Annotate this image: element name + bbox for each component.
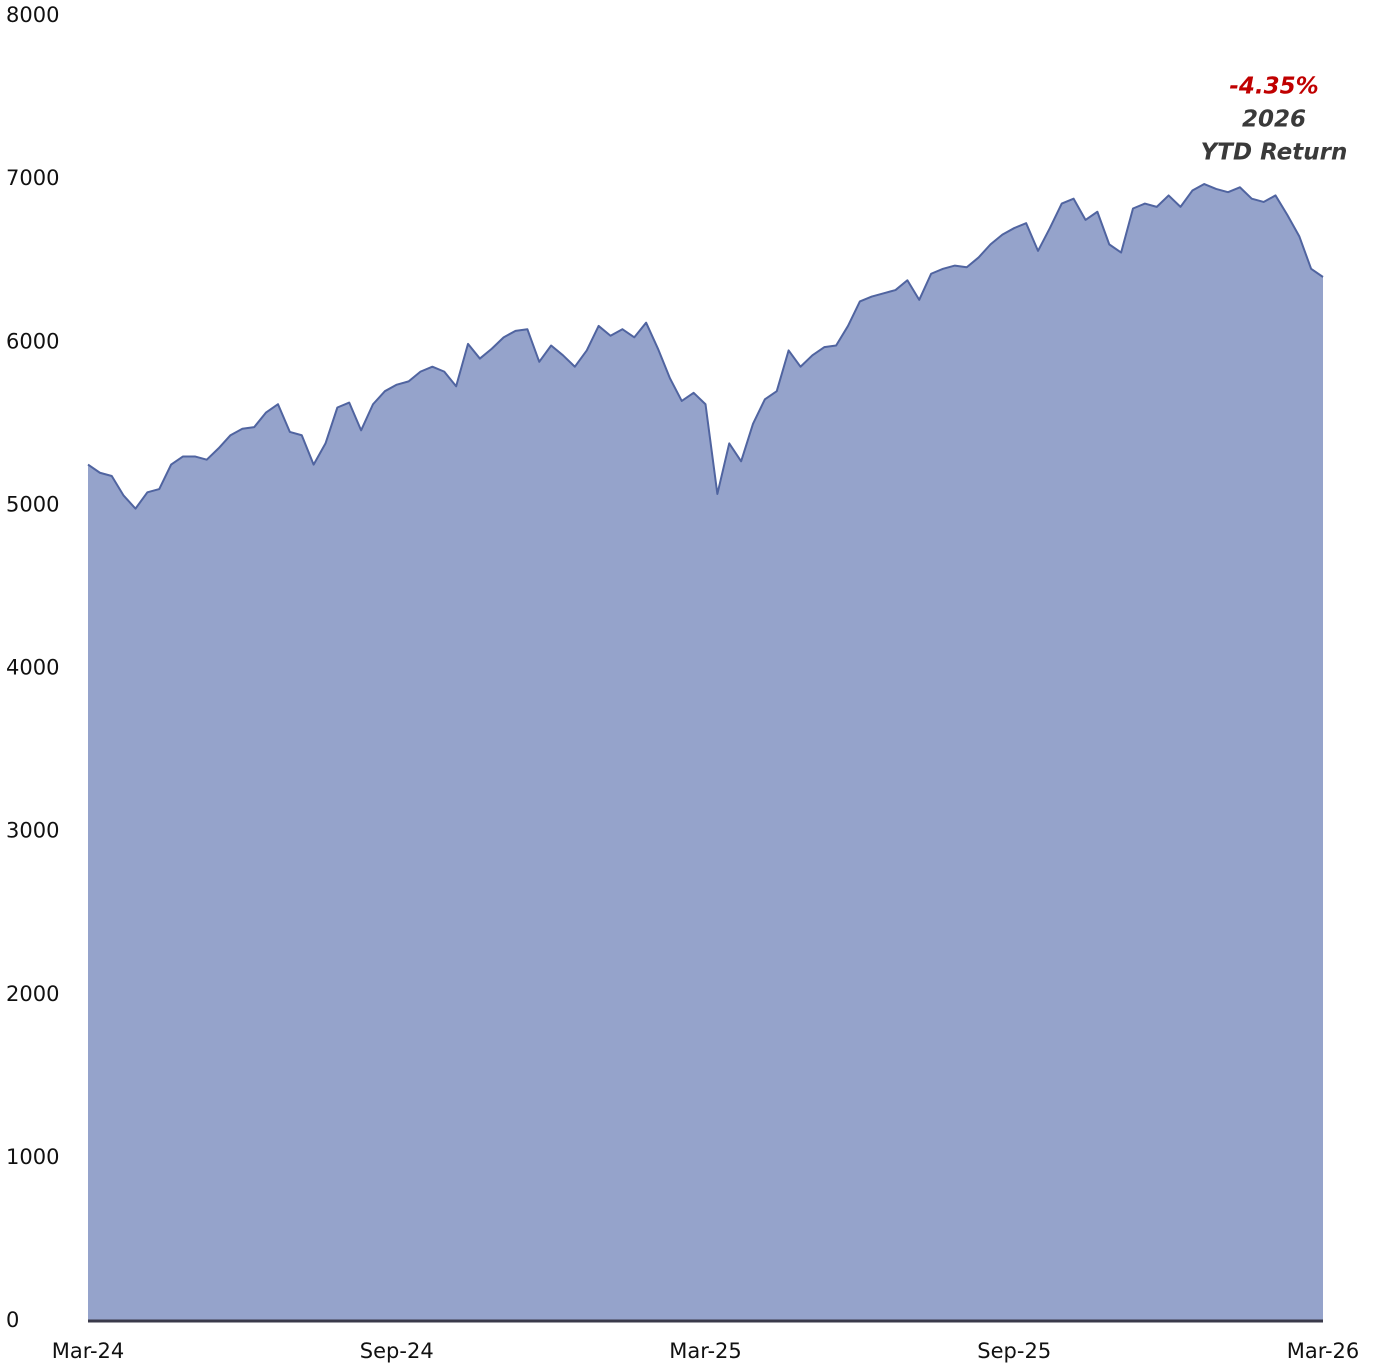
y-tick-label: 4000 bbox=[6, 656, 59, 680]
y-tick-label: 0 bbox=[6, 1308, 19, 1332]
line bbox=[87, 183, 1324, 510]
x-tick-label: Mar-25 bbox=[669, 1339, 742, 1363]
annotation: -4.35% bbox=[1229, 74, 1318, 100]
y-tick-label: 3000 bbox=[6, 819, 59, 843]
area bbox=[88, 184, 1323, 1321]
annotation: 2026 bbox=[1242, 107, 1306, 133]
y-tick-label: 2000 bbox=[6, 982, 59, 1006]
y-tick-label: 6000 bbox=[6, 329, 59, 353]
x-tick-label: Mar-26 bbox=[1287, 1339, 1360, 1363]
y-tick-label: 8000 bbox=[6, 3, 59, 27]
y-tick-label: 1000 bbox=[6, 1145, 59, 1169]
x-tick-label: Mar-24 bbox=[52, 1339, 125, 1363]
annotation: YTD Return bbox=[1201, 140, 1348, 166]
x-tick-label: Sep-24 bbox=[360, 1339, 434, 1363]
y-tick-label: 7000 bbox=[6, 166, 59, 190]
x-tick-label: Sep-25 bbox=[977, 1339, 1051, 1363]
y-tick-label: 5000 bbox=[6, 492, 59, 516]
